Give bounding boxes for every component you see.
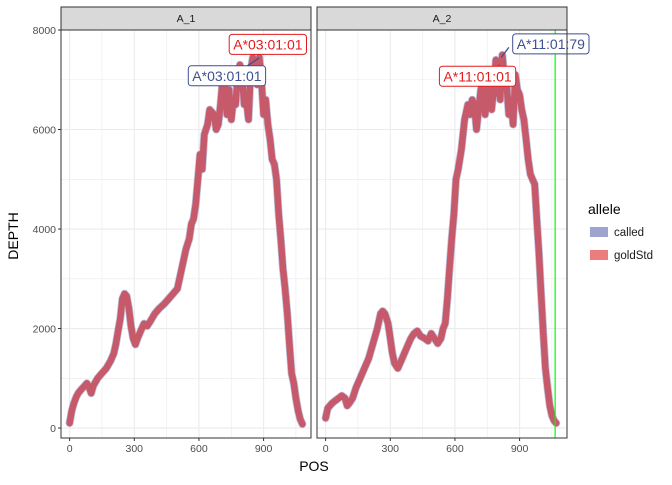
legend-label-goldstd: goldStd bbox=[614, 250, 653, 262]
series-line-goldstd bbox=[322, 51, 560, 427]
allele-label-called: A*03:01:01 bbox=[192, 68, 261, 84]
panels-layer: A_1 A*03:01:01 A*03:01:01 0 300 600 900 0 2000 40… bbox=[33, 6, 590, 455]
y-tick-label: 6000 bbox=[33, 125, 57, 137]
panel-border bbox=[316, 29, 568, 439]
panel-a-1: A_1 A*03:01:01 A*03:01:01 0 300 600 900 0 2000 40… bbox=[33, 6, 312, 455]
allele-label-box-goldstd bbox=[228, 33, 307, 55]
facet-strip-label: A_1 bbox=[177, 13, 196, 25]
allele-label-called: A*11:01:79 bbox=[517, 36, 585, 52]
x-tick-label: 900 bbox=[511, 443, 529, 455]
allele-label-goldstd: A*11:01:01 bbox=[443, 68, 511, 84]
facet-strip-label: A_2 bbox=[433, 13, 452, 25]
legend-title: allele bbox=[588, 201, 621, 217]
y-tick-label: 8000 bbox=[33, 25, 57, 37]
series-line-goldstd bbox=[66, 54, 306, 428]
x-tick-label: 300 bbox=[126, 443, 144, 455]
x-tick-label: 600 bbox=[446, 443, 464, 455]
allele-label-goldstd: A*03:01:01 bbox=[233, 36, 302, 52]
allele-label-box-called bbox=[187, 65, 267, 87]
x-tick-label: 300 bbox=[382, 443, 400, 455]
y-axis-title: DEPTH bbox=[5, 212, 21, 259]
legend-label-called: called bbox=[614, 227, 644, 239]
x-tick-label: 600 bbox=[190, 443, 208, 455]
panel-a-2: A_2 A*11:01:79 A*11:01:01 0 300 600 900 bbox=[316, 6, 590, 455]
panel-background bbox=[317, 30, 567, 438]
y-tick-label: 0 bbox=[50, 423, 56, 435]
x-tick-label: 0 bbox=[67, 443, 73, 455]
x-tick-label: 900 bbox=[255, 443, 273, 455]
legend-key-goldstd bbox=[590, 250, 608, 260]
panel-border bbox=[60, 29, 312, 439]
label-pointer-called bbox=[500, 47, 510, 58]
x-axis-title: POS bbox=[299, 458, 329, 474]
allele-label-box-goldstd bbox=[438, 65, 517, 87]
y-tick-label: 4000 bbox=[33, 224, 57, 236]
x-tick-label: 0 bbox=[323, 443, 329, 455]
legend: allele called goldStd bbox=[588, 201, 653, 262]
allele-label-box-called bbox=[512, 33, 590, 55]
y-tick-label: 2000 bbox=[33, 324, 57, 336]
legend-key-called bbox=[590, 227, 608, 237]
